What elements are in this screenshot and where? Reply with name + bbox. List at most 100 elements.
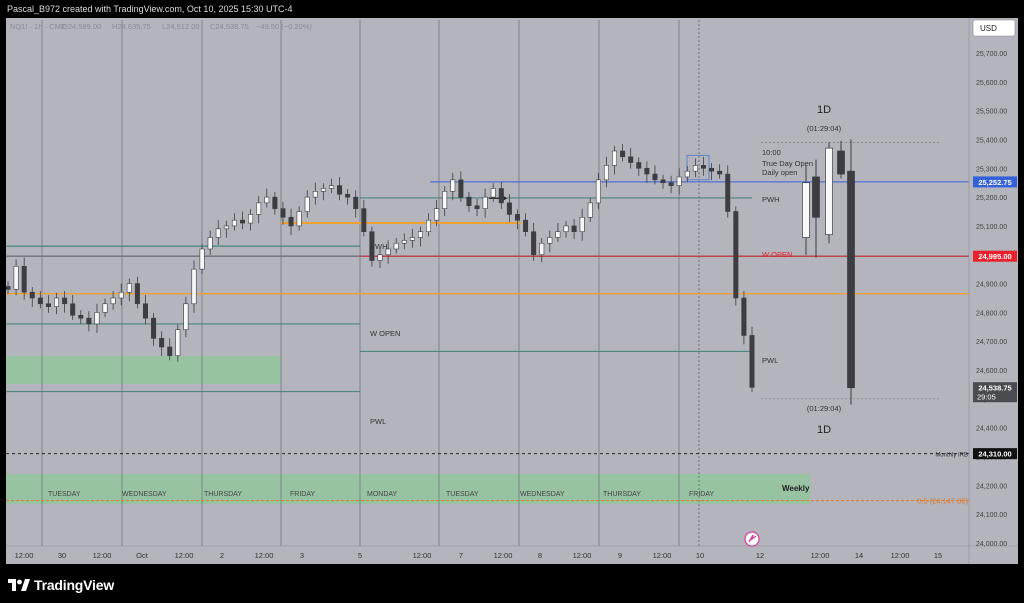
tradingview-logo-icon [8,579,30,591]
hourly-candle-body [434,208,440,221]
hourly-candle-body [523,219,529,233]
hourly-candle-body [709,167,715,172]
price-chart[interactable]: 1D (01:29:04) (01:29:04) 1D 10:00 True Day Op… [5,18,1018,564]
hourly-candle-body [248,214,254,224]
hourly-candle-body [272,196,278,209]
hourly-candle-body [668,182,674,186]
hourly-candle-body [304,196,310,212]
hourly-candle-body [21,265,27,293]
x-axis-tick-label: 12:00 [15,551,34,560]
hourly-candle-body [264,196,270,204]
hourly-candle-body [531,231,537,256]
x-axis-tick-label: 12:00 [653,551,672,560]
hourly-candle-body [409,237,415,241]
chart-panel[interactable]: 1D (01:29:04) (01:29:04) 1D 10:00 True Day Op… [5,18,1018,564]
hourly-candle-body [45,303,51,307]
daily-candle-body [847,170,855,389]
price-axis-layer: 25,700.00 25,600.00 25,500.00 25,400.00 25,3… [6,18,1018,564]
w-open-text-right: W OPEN [762,250,792,259]
price-axis-tick-label: 25,700.00 [976,51,1007,58]
x-axis-tick-label: 12:00 [573,551,592,560]
hourly-candle-body [652,173,658,181]
price-axis-tick-label: 25,400.00 [976,137,1007,144]
tradingview-logo-text: TradingView [34,577,115,593]
hourly-candle-body [151,317,157,339]
hourly-candle-body [70,303,76,316]
price-axis-tick-label: 25,100.00 [976,224,1007,231]
hourly-candle-body [256,202,262,215]
hourly-candle-body [215,228,221,238]
hourly-candle-body [288,216,294,227]
hourly-candle-body [620,150,626,158]
price-axis-tick-label: 25,600.00 [976,80,1007,87]
monthly-irb-price-tag-label: 24,310.00 [978,450,1011,459]
hourly-candle-body [571,225,577,233]
hourly-candle-body [563,225,569,233]
hourly-candles-layer [5,144,755,392]
hourly-candle-body [741,297,747,336]
plot-background [6,18,969,564]
current-price-tag-countdown: 29:05 [977,393,996,402]
hourly-candle-body [369,231,375,261]
hourly-candle-body [474,205,480,209]
legend-close: C24,538.75 [210,22,249,31]
hourly-candle-body [167,346,173,356]
hourly-candle-body [644,167,650,175]
currency-button[interactable]: USD [972,19,1016,37]
x-axis-tick-label: 12:00 [93,551,112,560]
blue-price-tag-label: 25,252.75 [978,178,1011,187]
footer-bar: TradingView [0,566,1024,603]
x-axis-tick-label: 12:00 [413,551,432,560]
hourly-candle-body [175,329,181,356]
hourly-candle-body [54,297,60,307]
pwl-text-right: PWL [762,356,778,365]
x-axis-tick-label: 30 [58,551,66,560]
zones-layer [6,356,810,504]
hourly-candle-body [547,237,553,244]
day-separators-layer [41,20,700,546]
price-axis-tick-label: 24,100.00 [976,512,1007,519]
weekday-label: FRIDAY [290,491,315,498]
price-axis-tick-label: 24,000.00 [976,541,1007,548]
weekday-label: FRIDAY [689,491,714,498]
x-axis-tick-label: 3 [300,551,304,560]
legend-high: H24,635.75 [112,22,151,31]
daily-candle-body [812,176,820,218]
hourly-candle-body [587,202,593,218]
hourly-candle-body [62,297,68,305]
x-axis-tick-label: Oct [136,551,149,560]
chart-title: Pascal_B972 created with TradingView.com… [7,4,293,14]
x-axis-tick-label: 7 [459,551,463,560]
replay-icon[interactable] [744,531,760,547]
hourly-candle-body [684,170,690,178]
daily-open-text: Daily open [762,168,797,177]
hourly-candle-body [29,291,35,299]
hourly-candle-body [749,335,755,388]
hourly-candle-body [312,191,318,198]
hourly-candle-body [595,179,601,204]
hourly-candle-body [426,219,432,233]
hourly-candle-body [320,188,326,192]
x-axis-tick-label: 12:00 [175,551,194,560]
hourly-candle-body [676,176,682,186]
x-axis-tick-label: 2 [220,551,224,560]
fib-half-text: 0.5 (24,147.00) [917,497,968,506]
hourly-candle-body [110,297,116,305]
currency-label: USD [980,24,997,33]
monthly-irb-price-tag [973,448,1017,460]
tradingview-logo[interactable]: TradingView [8,577,114,593]
hourly-candle-body [466,196,472,207]
hourly-candle-body [506,202,512,215]
hourly-candle-body [126,283,132,293]
price-axis-tick-label: 24,600.00 [976,368,1007,375]
hourly-candle-body [490,188,496,198]
hourly-candle-body [199,248,205,270]
weekday-label: TUESDAY [446,491,479,498]
hourly-candle-body [442,191,448,209]
hourly-candle-body [612,150,618,166]
price-axis-tick-label: 24,700.00 [976,339,1007,346]
hourly-candle-body [5,286,11,290]
hourly-candle-body [231,219,237,227]
hourly-candle-body [13,265,19,290]
weekly-zone [6,474,810,504]
